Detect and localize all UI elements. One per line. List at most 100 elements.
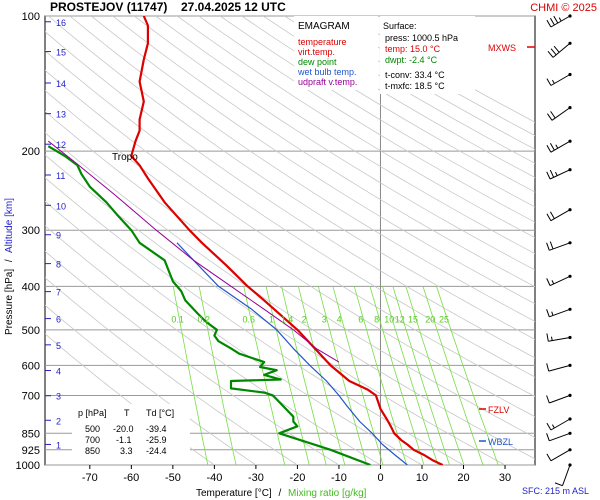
wind-barb-flag (547, 50, 554, 58)
wind-barb-flag (546, 395, 550, 404)
wind-barb-half-flag (555, 144, 559, 149)
y-axis-title: Pressure [hPa] / Altitude [km] (4, 198, 15, 335)
axis-layer: 0.1 0.2 0.6 1 1.4 2 3 4 6 8 10 12 15 20 25100200300400… (16, 11, 512, 484)
mixing-ratio-label: 20 (425, 314, 435, 324)
legend-item-dew-point: dew point (298, 57, 337, 67)
dry-adiabat (45, 69, 535, 397)
temperature-tick-label: -70 (82, 472, 98, 484)
surface-dwpt: dwpt: -2.4 °C (385, 55, 438, 65)
mixing-ratio-label: 12 (395, 314, 405, 324)
credit-label: CHMI © 2025 (530, 2, 597, 14)
wind-barb-half-flag (558, 17, 562, 22)
altitude-tick-label: 15 (56, 48, 66, 58)
legend-box (294, 16, 378, 90)
y-axis-pressure-label: Pressure [hPa] (4, 269, 15, 335)
wind-barb (546, 208, 572, 222)
wind-barb (546, 139, 572, 153)
x-axis-title: Temperature [°C] / Mixing ratio [g/kg] (196, 488, 367, 499)
surface-heading: Surface: (383, 21, 417, 31)
altitude-tick-label: 8 (56, 260, 61, 270)
wind-barb-flag (546, 19, 552, 28)
wind-barb-flag (546, 113, 553, 121)
wind-barb (546, 393, 572, 404)
dry-adiabat (155, 16, 535, 255)
surface-tmxfc: t-mxfc: 18.5 °C (385, 81, 445, 91)
dry-adiabat (176, 16, 535, 239)
mixing-ratio-line (405, 286, 465, 465)
altitude-tick-label: 14 (56, 79, 66, 89)
temperature-tick-label: -40 (206, 472, 222, 484)
wind-barb-flag (549, 143, 555, 151)
dry-adiabat (45, 132, 535, 460)
station-title: PROSTEJOV (11747) (50, 0, 167, 14)
mixing-ratio-line (298, 286, 346, 465)
dry-adiabat (45, 50, 535, 378)
legend-item-updraft: udpraft v.temp. (298, 77, 357, 87)
wind-barb-flag (546, 422, 552, 431)
mixing-ratio-label: 8 (374, 314, 379, 324)
wind-barb (554, 463, 572, 487)
altitude-tick-label: 10 (56, 201, 66, 211)
wind-barb-staff (549, 275, 571, 287)
pressure-tick-label: 300 (22, 225, 40, 237)
temperature-tick-label: -30 (248, 472, 264, 484)
altitude-tick-label: 1 (56, 441, 61, 451)
mixing-ratio-label: 0.6 (243, 314, 256, 324)
x-axis-separator: / (278, 488, 281, 499)
wind-barb-half-flag (551, 336, 553, 341)
wind-barb-flag (553, 45, 560, 53)
pressure-tick-label: 1000 (16, 460, 40, 472)
surface-tconv: t-conv: 33.4 °C (385, 70, 445, 80)
pressure-tick-label: 200 (22, 146, 40, 158)
altitude-tick-label: 16 (56, 18, 66, 28)
mixing-ratio-label: 3 (322, 314, 327, 324)
mixing-ratio-label: 10 (384, 314, 394, 324)
mixing-ratio-line (436, 286, 499, 465)
legend: EMAGRAM temperature virt.temp. dew point… (294, 16, 378, 90)
altitude-tick-label: 9 (56, 231, 61, 241)
wind-barb-flag (546, 278, 551, 286)
surface-temp: temp: 15.0 °C (385, 44, 441, 54)
mixing-ratio-line (281, 286, 327, 465)
wind-barb-flag (550, 48, 557, 56)
wind-barb-half-flag (551, 311, 554, 316)
surface-box (380, 16, 475, 94)
wind-barb-flag (549, 17, 555, 26)
mixing-ratio-line (353, 286, 408, 465)
altitude-tick-label: 3 (56, 392, 61, 402)
dry-adiabat (45, 225, 381, 465)
pressure-tick-label: 600 (22, 360, 40, 372)
table-header-p: p [hPa] (78, 408, 107, 418)
legend-item-wet-bulb: wet bulb temp. (297, 67, 357, 77)
table-cell: -1.1 (116, 435, 132, 445)
temperature-tick-label: 10 (416, 472, 428, 484)
dry-adiabat (91, 16, 535, 305)
x-axis-temp-label: Temperature [°C] (196, 488, 272, 499)
dry-adiabat (198, 16, 535, 223)
wind-barb-staff (550, 418, 571, 431)
altitude-tick-label: 6 (56, 315, 61, 325)
dry-adiabat (219, 16, 535, 208)
mixing-ratio-label: 4 (337, 314, 342, 324)
dry-adiabat (45, 277, 298, 465)
series-line-udpraft-v-temp (47, 140, 340, 363)
dry-adiabat (45, 200, 423, 465)
pressure-tick-label: 925 (22, 445, 40, 457)
x-axis-mixing-label: Mixing ratio [g/kg] (288, 488, 367, 499)
wind-barb-flag (546, 171, 551, 180)
temperature-tick-label: -10 (331, 472, 347, 484)
level-table-box (72, 404, 190, 456)
wind-barb (546, 448, 572, 462)
wind-barb-flag (546, 78, 552, 86)
wind-barb-staff (550, 449, 571, 462)
dry-adiabat (48, 16, 535, 340)
mixing-ratio-line (392, 286, 450, 465)
dry-adiabat (112, 16, 535, 288)
wind-barb (547, 41, 572, 58)
wind-barb-flag (549, 211, 555, 219)
fzlv-label: FZLV (488, 405, 509, 415)
mixing-ratio-line (332, 286, 384, 465)
pressure-tick-label: 500 (22, 325, 40, 337)
datetime-label: 27.04.2025 12 UTC (181, 0, 286, 14)
wind-barb-flag (546, 453, 552, 462)
